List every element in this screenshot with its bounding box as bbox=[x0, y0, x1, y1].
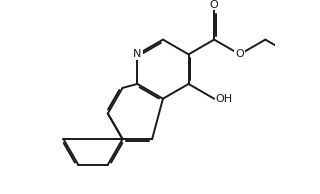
Text: O: O bbox=[210, 0, 219, 10]
Text: OH: OH bbox=[216, 94, 233, 104]
Text: O: O bbox=[236, 49, 244, 59]
Text: N: N bbox=[133, 49, 141, 59]
